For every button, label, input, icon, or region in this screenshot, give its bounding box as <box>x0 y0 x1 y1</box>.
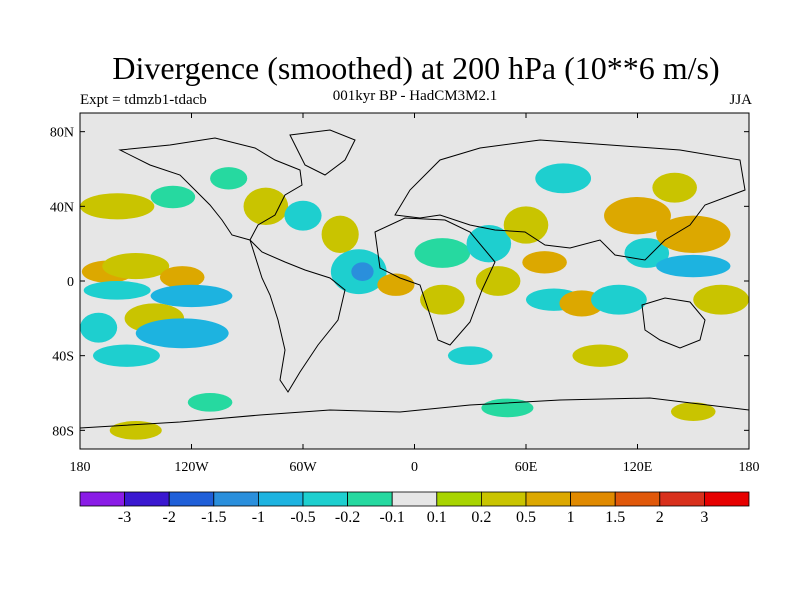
map-title: Divergence (smoothed) at 200 hPa (10**6 … <box>112 50 720 86</box>
field-region <box>159 266 205 289</box>
colorbar-label: 0.2 <box>471 509 492 526</box>
field-region <box>475 266 521 296</box>
lon-tick-label: 60E <box>515 460 538 475</box>
colorbar-swatch <box>436 491 482 507</box>
colorbar-swatch <box>302 491 348 507</box>
divergence-field <box>80 163 749 440</box>
colorbar-swatch <box>659 491 705 507</box>
field-region <box>503 206 549 244</box>
field-region <box>83 281 151 300</box>
field-region <box>150 284 233 308</box>
colorbar-label: -2 <box>162 509 176 526</box>
colorbar-label: -1 <box>251 509 266 526</box>
field-region <box>481 398 534 418</box>
colorbar-swatch <box>168 491 215 507</box>
colorbar-label: 1.5 <box>605 509 626 526</box>
colorbar-label: -0.5 <box>290 509 316 526</box>
coastlines <box>80 129 749 429</box>
field-region <box>80 193 155 220</box>
lat-tick-label: 80S <box>52 424 74 439</box>
field-region <box>414 238 471 268</box>
lon-tick-label: 0 <box>411 460 418 475</box>
season-label: JJA <box>729 92 752 108</box>
colorbar-label: -1.5 <box>201 509 227 526</box>
lon-tick-label: 180 <box>70 460 91 475</box>
lon-tick-label: 180 <box>739 460 760 475</box>
lat-tick-label: 80N <box>50 126 74 141</box>
colorbar-swatch <box>570 491 616 507</box>
colorbar-swatch <box>347 491 393 507</box>
field-region <box>321 215 359 253</box>
field-region <box>150 185 196 209</box>
colorbar-swatch <box>213 491 259 507</box>
field-region <box>135 318 229 349</box>
field-region <box>693 284 749 315</box>
field-region <box>522 251 567 274</box>
colorbar-swatch <box>79 491 125 507</box>
colorbar-label: 2 <box>655 509 664 526</box>
map-axes: 80N 40N 0 40S 80S 180 120W 60W 0 60E 120E 180 <box>50 113 760 475</box>
field-region <box>652 172 697 203</box>
field-region <box>591 284 647 315</box>
field-region <box>351 262 374 281</box>
field-region <box>284 200 322 231</box>
field-region <box>670 402 716 421</box>
lon-tick-label: 120W <box>174 460 209 475</box>
field-region <box>572 344 629 367</box>
lat-tick-label: 40S <box>52 350 74 365</box>
field-region <box>656 215 731 253</box>
lon-tick-label: 120E <box>623 460 653 475</box>
map-subtitle: 001kyr BP - HadCM3M2.1 <box>332 88 498 104</box>
lat-tick-label: 40N <box>50 200 74 215</box>
field-region <box>80 312 118 343</box>
colorbar-swatch <box>480 491 527 507</box>
colorbar-label: 0.5 <box>516 509 536 526</box>
lat-tick-label: 0 <box>67 275 74 290</box>
colorbar-label: 1 <box>566 509 575 526</box>
colorbar-swatch <box>257 491 304 507</box>
colorbar-label: -0.2 <box>334 509 361 526</box>
field-region <box>420 284 465 315</box>
field-region <box>604 197 671 235</box>
field-region <box>187 393 233 412</box>
experiment-label: Expt = tdmzb1-tdacb <box>80 92 207 108</box>
field-region <box>243 187 289 225</box>
field-region <box>624 238 670 268</box>
field-region <box>377 273 415 296</box>
colorbar-swatch <box>614 491 661 507</box>
field-region <box>535 163 592 194</box>
field-region <box>102 253 170 280</box>
colorbar-swatch <box>525 491 571 507</box>
colorbar <box>79 491 750 507</box>
field-region <box>210 167 248 190</box>
colorbar-swatch <box>391 491 438 507</box>
field-region <box>447 346 493 365</box>
field-region <box>466 225 512 263</box>
colorbar-label: -3 <box>117 509 132 526</box>
colorbar-swatch <box>124 491 170 507</box>
field-region <box>656 254 731 278</box>
colorbar-label: 3 <box>700 509 709 526</box>
field-region <box>93 344 160 367</box>
colorbar-swatch <box>704 491 750 507</box>
colorbar-label: 0.1 <box>426 509 447 526</box>
lon-tick-label: 60W <box>289 460 317 475</box>
colorbar-label: -0.1 <box>379 509 405 526</box>
